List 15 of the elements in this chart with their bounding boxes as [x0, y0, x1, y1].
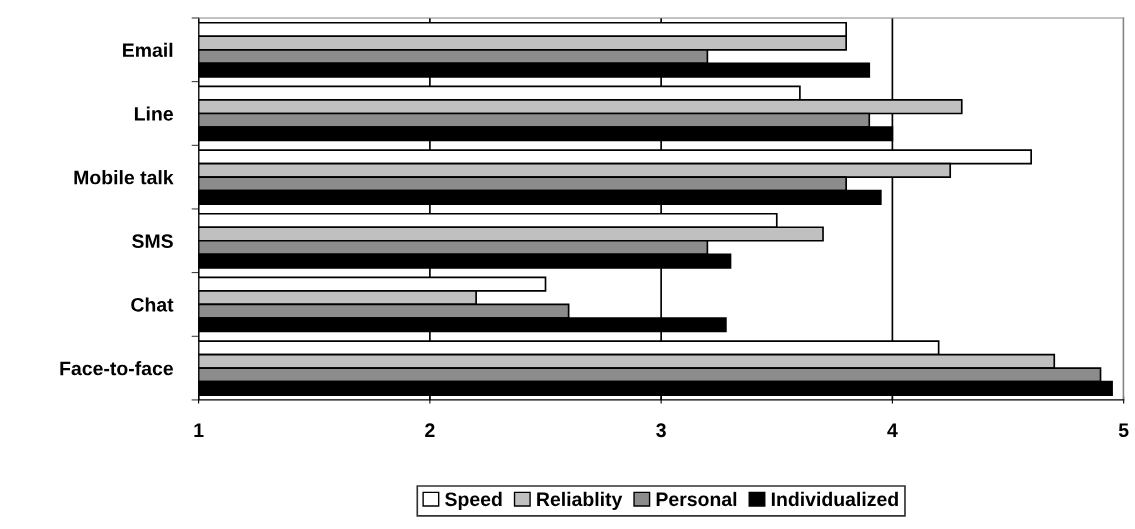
x-tick-label: 1: [194, 423, 204, 437]
x-tick-label: 2: [425, 423, 435, 437]
y-tick-label: Face-to-face: [60, 361, 173, 376]
y-tick-label: SMS: [132, 234, 173, 249]
x-tick-label: 4: [887, 423, 898, 437]
legend-label: Individualized: [771, 491, 898, 507]
y-tick-label: Line: [134, 106, 173, 121]
legend-label: Reliablity: [537, 491, 623, 510]
legend-label: Speed: [445, 491, 502, 510]
y-tick-label: Chat: [131, 297, 174, 312]
y-tick-label: Mobile talk: [74, 170, 174, 185]
legend-label: Personal: [656, 491, 737, 507]
y-tick-label: Email: [123, 42, 173, 58]
x-tick-label: 5: [1118, 423, 1129, 438]
x-tick-label: 3: [656, 423, 666, 438]
